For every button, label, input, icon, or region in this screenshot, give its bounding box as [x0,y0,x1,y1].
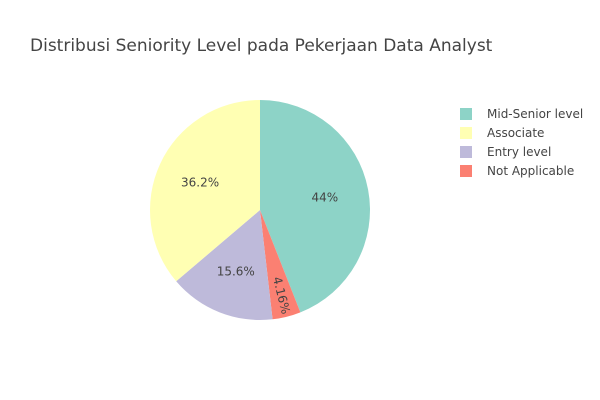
pie-slice-mid-senior-level[interactable] [260,100,371,313]
legend-swatch [460,165,472,177]
slice-label-mid-senior-level: 44% [312,191,339,205]
legend-item-entry-level[interactable]: Entry level [460,145,551,159]
legend-swatch [460,108,472,120]
chart-title: Distribusi Seniority Level pada Pekerjaa… [30,36,493,56]
slice-label-entry-level: 15.6% [217,264,255,278]
legend-label: Associate [487,126,544,140]
legend-label: Mid-Senior level [487,107,583,121]
legend: Mid-Senior level Associate Entry level Not … [460,107,583,178]
legend-swatch [460,127,472,139]
legend-label: Not Applicable [487,164,574,178]
pie-slice-not-applicable[interactable] [260,210,301,320]
legend-label: Entry level [487,145,551,159]
pie-slices [150,99,371,320]
legend-swatch [460,146,472,158]
legend-item-mid-senior-level[interactable]: Mid-Senior level [460,107,583,121]
slice-label-associate: 36.2% [181,175,219,189]
legend-item-associate[interactable]: Associate [460,126,544,140]
pie-slice-entry-level[interactable] [176,210,273,320]
pie-slice-associate[interactable] [150,99,260,282]
legend-item-not-applicable[interactable]: Not Applicable [460,164,574,178]
